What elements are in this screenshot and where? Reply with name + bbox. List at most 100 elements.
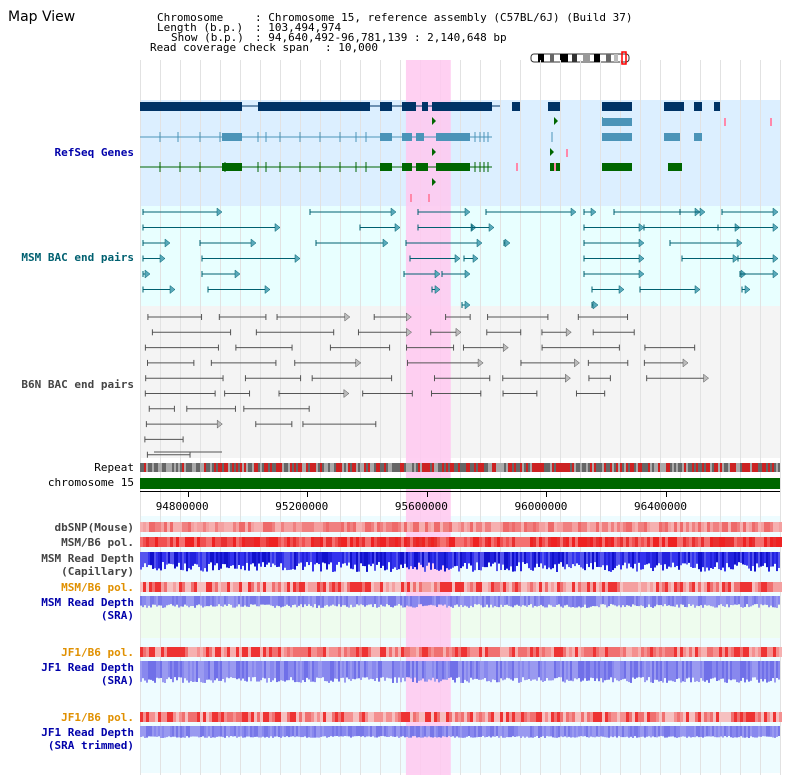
depth-bar — [502, 726, 504, 738]
heat-cell — [188, 522, 191, 532]
heat-cell — [533, 522, 536, 532]
heat-cell — [722, 712, 725, 722]
heat-cell — [581, 537, 584, 547]
track-label-msm-depth-sra-2[interactable]: (SRA) — [100, 609, 134, 622]
chromosome-bar[interactable] — [140, 478, 780, 489]
depth-bar — [170, 596, 172, 605]
track-label-msm-depth-cap-1[interactable]: MSM Read Depth — [41, 552, 134, 565]
depth-bar — [750, 552, 752, 571]
track-label-refseq[interactable]: RefSeq Genes — [54, 146, 134, 159]
depth-bar — [588, 596, 590, 608]
depth-bar — [506, 552, 508, 569]
repeat-feature — [752, 463, 754, 472]
repeat-feature — [442, 463, 444, 472]
depth-bar — [450, 552, 452, 569]
depth-bar — [396, 661, 398, 683]
depth-bar — [544, 552, 546, 566]
repeat-feature — [362, 463, 364, 472]
heat-cell — [242, 582, 245, 592]
repeat-feature — [188, 463, 190, 472]
track-label-jf1-depth-trim-2[interactable]: (SRA trimmed) — [47, 739, 134, 752]
heat-cell — [479, 582, 482, 592]
depth-bar — [604, 661, 606, 681]
heat-cell — [629, 712, 632, 722]
heat-cell — [710, 582, 713, 592]
heat-cell — [728, 522, 731, 532]
depth-bar — [188, 726, 190, 738]
depth-bar — [748, 726, 750, 738]
heat-cell — [149, 712, 152, 722]
repeat-feature — [352, 463, 354, 472]
heat-cell — [476, 647, 479, 657]
depth-bar — [168, 596, 170, 605]
depth-bar — [648, 661, 650, 678]
depth-bar — [182, 596, 184, 607]
heat-cell — [554, 537, 557, 547]
repeat-feature — [404, 463, 406, 472]
show-label: Show (b.p.) — [171, 31, 244, 44]
heat-cell — [593, 712, 596, 722]
depth-bar — [256, 661, 258, 682]
heat-cell — [533, 712, 536, 722]
repeat-feature — [450, 463, 452, 472]
heat-cell — [416, 537, 419, 547]
heat-cell — [263, 712, 266, 722]
track-label-chromosome[interactable]: chromosome 15 — [47, 476, 134, 489]
repeat-feature — [178, 463, 180, 472]
depth-bar — [400, 596, 402, 606]
depth-bar — [462, 596, 464, 608]
heat-cell — [428, 712, 431, 722]
heat-cell — [755, 522, 758, 532]
depth-bar — [486, 596, 488, 605]
heat-cell — [686, 522, 689, 532]
heat-cell — [257, 712, 260, 722]
depth-bar — [316, 596, 318, 608]
depth-bar — [494, 661, 496, 681]
depth-bar — [422, 661, 424, 679]
heat-cell — [446, 647, 449, 657]
track-label-msm-bac[interactable]: MSM BAC end pairs — [21, 251, 134, 264]
track-label-msm-depth-cap-2[interactable]: (Capillary) — [61, 565, 134, 578]
heat-cell — [347, 647, 350, 657]
track-label-jf1-depth-trim-1[interactable]: JF1 Read Depth — [41, 726, 134, 739]
depth-bar — [700, 552, 702, 572]
track-label-jf1-depth-sra-2[interactable]: (SRA) — [100, 674, 134, 687]
track-label-msm-b6-pol-1[interactable]: MSM/B6 pol. — [61, 536, 134, 549]
heat-cell — [323, 582, 326, 592]
depth-bar — [752, 596, 754, 606]
depth-bar — [214, 726, 216, 738]
heat-cell — [458, 582, 461, 592]
track-label-msm-b6-pol-2[interactable]: MSM/B6 pol. — [61, 581, 134, 594]
depth-bar — [240, 552, 242, 570]
track-label-repeat[interactable]: Repeat — [94, 461, 134, 474]
repeat-feature — [602, 463, 604, 472]
repeat-feature — [670, 463, 672, 472]
depth-bar — [362, 596, 364, 606]
chromosome-ideogram[interactable] — [528, 51, 636, 65]
heat-cell — [476, 712, 479, 722]
track-label-jf1-b6-pol-1[interactable]: JF1/B6 pol. — [61, 646, 134, 659]
repeat-feature — [324, 463, 326, 472]
depth-bar — [712, 596, 714, 607]
repeat-feature — [468, 463, 470, 472]
track-label-jf1-depth-sra-1[interactable]: JF1 Read Depth — [41, 661, 134, 674]
repeat-feature — [522, 463, 524, 472]
repeat-feature — [518, 463, 520, 472]
track-label-b6n-bac[interactable]: B6N BAC end pairs — [21, 378, 134, 391]
heat-cell — [194, 582, 197, 592]
heat-cell — [569, 647, 572, 657]
track-label-jf1-b6-pol-2[interactable]: JF1/B6 pol. — [61, 711, 134, 724]
repeat-feature — [682, 463, 684, 472]
depth-bar — [584, 552, 586, 571]
depth-bar — [488, 661, 490, 682]
depth-bar — [238, 661, 240, 679]
track-label-msm-depth-sra-1[interactable]: MSM Read Depth — [41, 596, 134, 609]
depth-bar — [534, 661, 536, 680]
heat-cell — [341, 537, 344, 547]
heat-cell — [308, 582, 311, 592]
depth-bar — [758, 726, 760, 737]
repeat-feature — [692, 463, 694, 472]
track-label-dbsnp[interactable]: dbSNP(Mouse) — [54, 521, 134, 534]
depth-bar — [560, 596, 562, 607]
